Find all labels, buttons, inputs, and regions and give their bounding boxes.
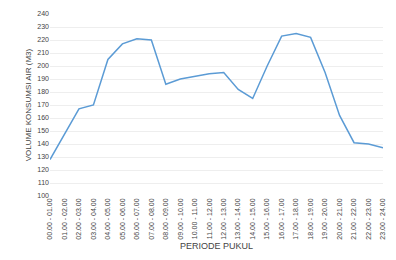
svg-text:12.00 - 13.00: 12.00 - 13.00: [220, 198, 227, 239]
svg-text:15.00 - 16.00: 15.00 - 16.00: [263, 198, 270, 239]
svg-text:220: 220: [37, 36, 49, 43]
svg-text:05.00 - 06.00: 05.00 - 06.00: [119, 198, 126, 239]
svg-text:19.00 - 20.00: 19.00 - 20.00: [321, 198, 328, 239]
svg-text:02.00 - 03.00: 02.00 - 03.00: [75, 198, 82, 239]
svg-text:04.00 - 05.00: 04.00 - 05.00: [104, 198, 111, 239]
svg-text:200: 200: [37, 62, 49, 69]
svg-text:VOLUME KONSUMSI AIR (M3): VOLUME KONSUMSI AIR (M3): [24, 48, 33, 161]
svg-text:03.00 - 04.00: 03.00 - 04.00: [90, 198, 97, 239]
svg-text:14.00 - 15.00: 14.00 - 15.00: [249, 198, 256, 239]
svg-text:13.00 - 14.00: 13.00 - 14.00: [234, 198, 241, 239]
svg-text:120: 120: [37, 166, 49, 173]
svg-text:110: 110: [38, 179, 49, 186]
svg-text:22.00 - 23.00: 22.00 - 23.00: [365, 198, 372, 239]
svg-text:10.00 - 11.00: 10.00 - 11.00: [191, 198, 198, 239]
svg-text:130: 130: [37, 153, 49, 160]
svg-text:140: 140: [37, 140, 49, 147]
svg-text:06.00 - 07.00: 06.00 - 07.00: [133, 198, 140, 239]
svg-text:240: 240: [37, 10, 49, 17]
svg-text:17.00 - 18.00: 17.00 - 18.00: [292, 198, 299, 239]
svg-text:180: 180: [37, 88, 49, 95]
svg-text:00.00 - 01.00: 00.00 - 01.00: [46, 198, 53, 239]
svg-text:09.00 - 10.00: 09.00 - 10.00: [177, 198, 184, 239]
svg-text:210: 210: [37, 49, 49, 56]
svg-text:PERIODE PUKUL: PERIODE PUKUL: [180, 241, 253, 251]
svg-text:18.00 - 19.00: 18.00 - 19.00: [307, 198, 314, 239]
svg-text:11.00 - 12.00: 11.00 - 12.00: [206, 198, 213, 239]
svg-text:23.00 - 24.00: 23.00 - 24.00: [379, 198, 386, 239]
svg-text:230: 230: [37, 23, 49, 30]
svg-text:08.00 - 09.00: 08.00 - 09.00: [162, 198, 169, 239]
svg-text:16.00 - 17.00: 16.00 - 17.00: [278, 198, 285, 239]
svg-text:160: 160: [37, 114, 49, 121]
svg-text:01.00 - 02.00: 01.00 - 02.00: [61, 198, 68, 239]
svg-text:190: 190: [37, 75, 49, 82]
svg-text:100: 100: [37, 192, 49, 199]
svg-text:170: 170: [37, 101, 49, 108]
svg-text:20.00 - 21.00: 20.00 - 21.00: [336, 198, 343, 239]
svg-text:150: 150: [37, 127, 49, 134]
svg-text:07.00 - 08.00: 07.00 - 08.00: [148, 198, 155, 239]
svg-text:21.00 - 22.00: 21.00 - 22.00: [350, 198, 357, 239]
